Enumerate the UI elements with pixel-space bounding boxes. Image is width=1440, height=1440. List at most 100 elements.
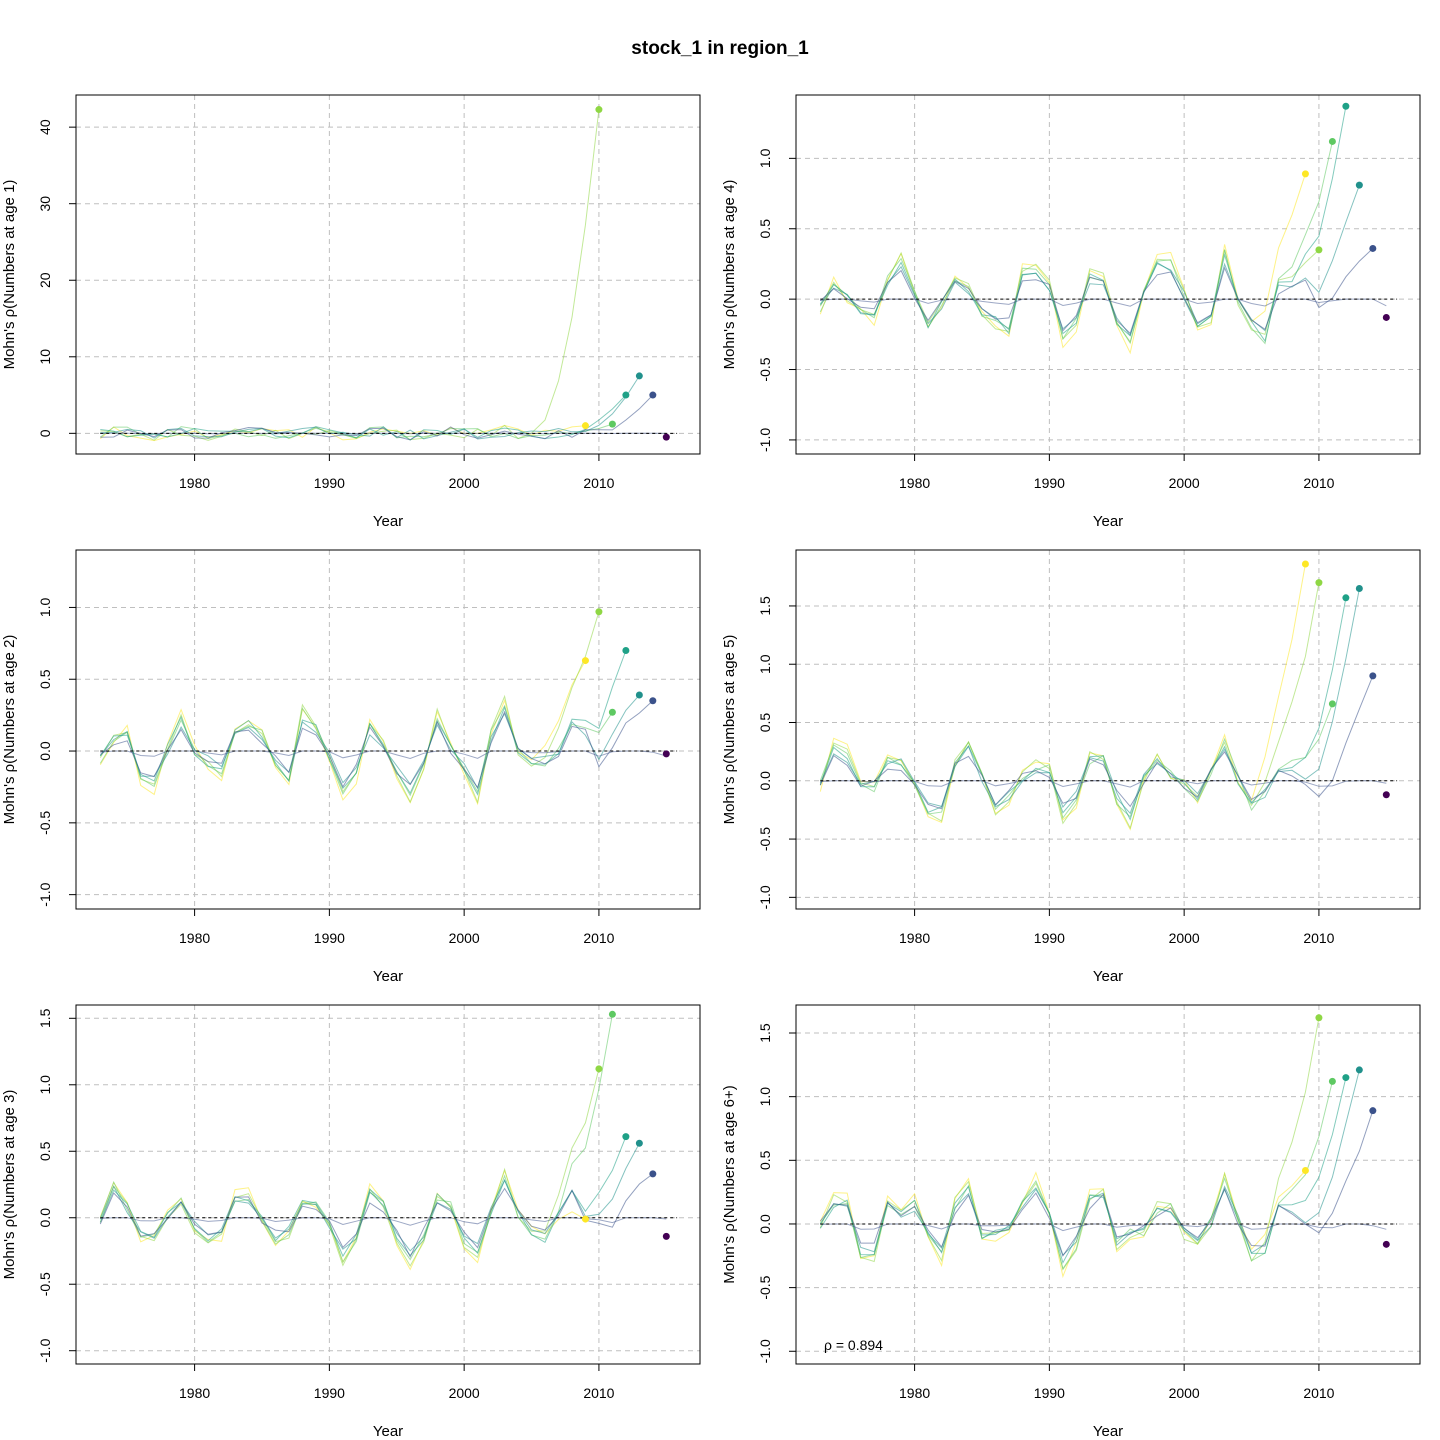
y-tick-label: 0.5 <box>37 669 53 689</box>
terminal-point <box>595 106 603 114</box>
retro-peel-line <box>819 703 1333 820</box>
y-tick-label: 1.5 <box>757 1023 773 1043</box>
y-tick-label: 10 <box>37 349 53 365</box>
retro-peel-line <box>819 1170 1306 1279</box>
y-tick-label: 1.0 <box>37 1075 53 1095</box>
retro-peel-line <box>99 1014 613 1264</box>
x-tick-label: 2000 <box>449 475 480 491</box>
reference-line <box>820 780 1387 788</box>
terminal-point <box>622 1133 630 1141</box>
y-tick-label: 0.5 <box>37 1141 53 1161</box>
y-tick-label: 0.0 <box>37 1208 53 1228</box>
y-tick-label: 1.0 <box>757 148 773 168</box>
terminal-point <box>581 657 589 665</box>
x-tick-label: 1980 <box>899 475 930 491</box>
terminal-point <box>1315 1014 1323 1022</box>
terminal-point <box>622 647 630 655</box>
terminal-point <box>635 691 643 699</box>
x-tick-label: 1990 <box>314 475 345 491</box>
y-tick-label: 20 <box>37 272 53 288</box>
y-tick-label: 0 <box>37 429 53 437</box>
retro-peel-line <box>819 141 1333 345</box>
retro-peel-line <box>819 184 1360 337</box>
y-tick-label: -1.0 <box>37 1338 53 1362</box>
panel-age-5: 1980 1990 2000 2010 -1.0 -0.5 0.0 0.5 1.0 1.5 Year… <box>721 549 1421 985</box>
plot-box <box>795 549 1421 910</box>
reference-line <box>820 1223 1387 1232</box>
terminal-point <box>1355 181 1363 189</box>
retro-peel-line <box>99 611 600 805</box>
terminal-point <box>1301 1166 1309 1174</box>
x-tick-label: 1990 <box>1034 1385 1065 1401</box>
plot-box <box>75 94 701 455</box>
plot-box <box>795 1004 1421 1365</box>
x-tick-label: 1980 <box>899 930 930 946</box>
terminal-point <box>622 391 630 399</box>
retro-peel-line <box>99 1136 627 1258</box>
panel-age-1: 1980 1990 2000 2010 0 10 20 30 40 Year Mohn's ρ(Nu… <box>1 94 701 530</box>
x-tick-label: 1990 <box>1034 930 1065 946</box>
terminal-point <box>1315 246 1323 254</box>
y-tick-label: -0.5 <box>37 811 53 835</box>
x-tick-label: 2000 <box>1169 1385 1200 1401</box>
x-tick-label: 2000 <box>1169 475 1200 491</box>
x-tick-label: 1980 <box>899 1385 930 1401</box>
x-tick-label: 1990 <box>314 930 345 946</box>
retro-peel-line <box>819 675 1374 810</box>
retro-peel-line <box>819 597 1347 821</box>
terminal-point <box>581 422 589 430</box>
x-tick-label: 2000 <box>449 930 480 946</box>
terminal-point <box>649 391 657 399</box>
y-axis-label: Mohn's ρ(Numbers at age 5) <box>721 635 738 825</box>
retro-peel-line <box>99 1173 654 1258</box>
retro-peel-line <box>99 650 627 796</box>
terminal-point <box>1369 244 1377 252</box>
y-tick-label: -0.5 <box>757 827 773 851</box>
x-axis-label: Year <box>1093 1423 1123 1440</box>
y-tick-label: 0.0 <box>757 1214 773 1234</box>
terminal-point <box>1382 1240 1390 1248</box>
y-tick-label: 1.5 <box>757 596 773 616</box>
x-axis-label: Year <box>373 968 403 985</box>
retro-peel-line <box>819 1069 1360 1257</box>
y-tick-label: 0.0 <box>757 289 773 309</box>
x-axis-label: Year <box>1093 513 1123 530</box>
terminal-point <box>635 1139 643 1147</box>
y-tick-label: 1.0 <box>757 1087 773 1107</box>
terminal-point <box>662 750 670 758</box>
terminal-point <box>662 433 670 441</box>
x-tick-label: 2010 <box>1303 1385 1334 1401</box>
y-tick-label: 30 <box>37 196 53 212</box>
terminal-point <box>1355 584 1363 592</box>
terminal-point <box>1301 170 1309 178</box>
terminal-point <box>1369 672 1377 680</box>
retro-peel-line <box>819 1081 1333 1270</box>
retro-peel-line <box>99 1068 600 1267</box>
y-tick-label: 1.0 <box>37 597 53 617</box>
terminal-point <box>608 1010 616 1018</box>
y-tick-label: 0.5 <box>757 219 773 239</box>
terminal-point <box>635 372 643 380</box>
retro-peel-line <box>819 1110 1374 1257</box>
retro-peel-line <box>100 109 600 441</box>
y-tick-label: -0.5 <box>37 1272 53 1296</box>
terminal-point <box>1328 700 1336 708</box>
x-tick-label: 2000 <box>449 1385 480 1401</box>
x-tick-label: 1990 <box>314 1385 345 1401</box>
retro-peel-line <box>819 249 1320 345</box>
y-tick-label: 40 <box>37 119 53 135</box>
y-axis-label: Mohn's ρ(Numbers at age 6+) <box>721 1085 738 1284</box>
x-tick-label: 2010 <box>583 475 614 491</box>
y-tick-label: 1.0 <box>757 654 773 674</box>
terminal-point <box>581 1215 589 1223</box>
terminal-point <box>1382 313 1390 321</box>
terminal-point <box>662 1232 670 1240</box>
x-axis-label: Year <box>373 1423 403 1440</box>
x-tick-label: 2010 <box>583 1385 614 1401</box>
y-tick-label: 0.0 <box>757 771 773 791</box>
panel-age-6plus: 1980 1990 2000 2010 -1.0 -0.5 0.0 0.5 1.0 1.5 Year… <box>721 1004 1421 1440</box>
reference-line <box>100 1217 667 1226</box>
terminal-point <box>1355 1066 1363 1074</box>
figure-title: stock_1 in region_1 <box>631 38 809 59</box>
y-tick-label: -0.5 <box>757 357 773 381</box>
